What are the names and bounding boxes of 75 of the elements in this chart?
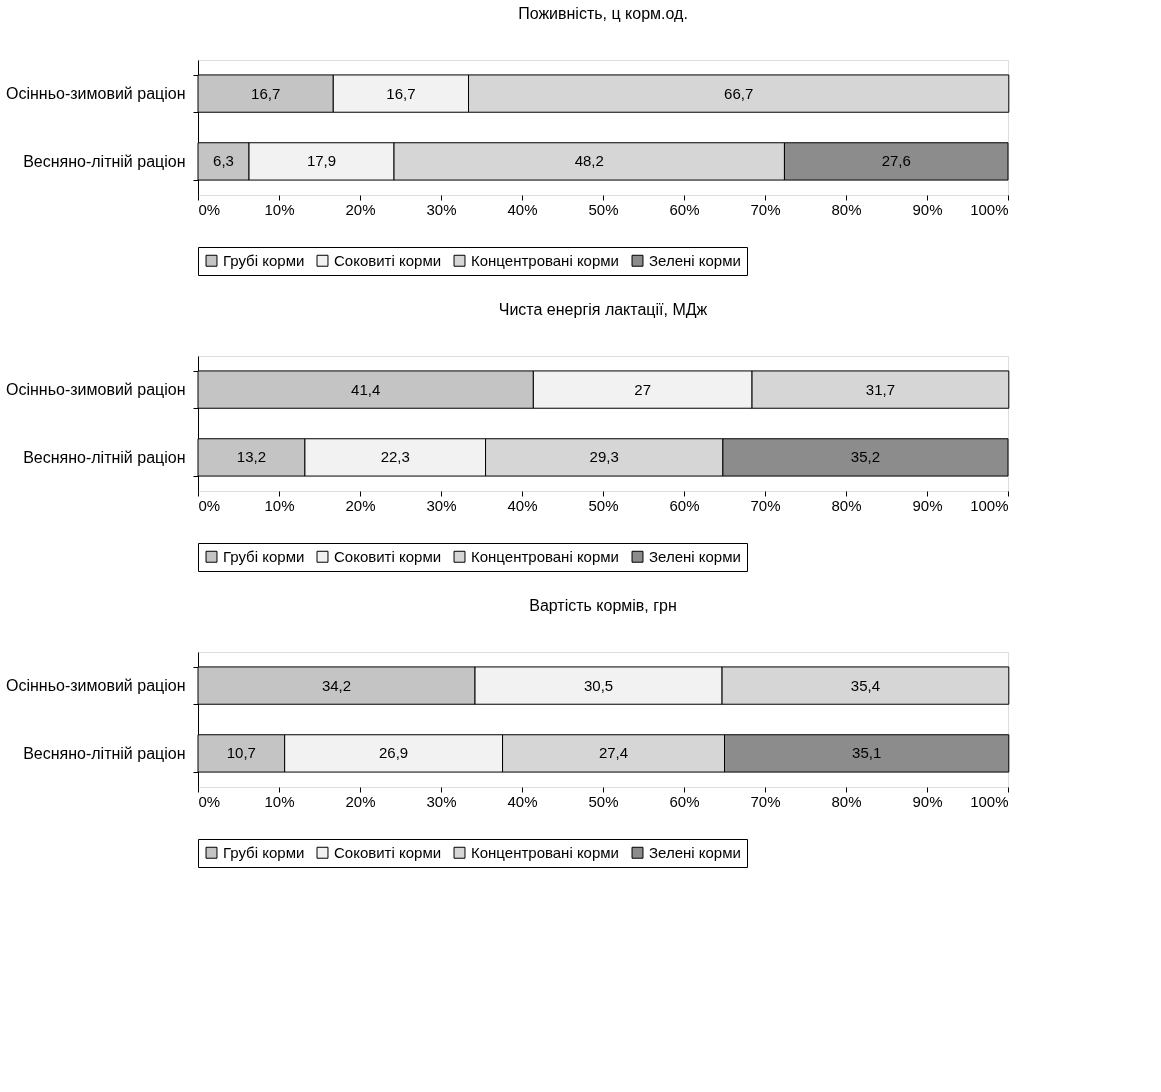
data-label: 22,3 <box>380 448 410 466</box>
data-label: 27,6 <box>881 152 911 170</box>
legend-label: Концентровані корми <box>471 251 620 269</box>
x-tick-label: 30% <box>426 200 457 218</box>
x-tick-label: 10% <box>264 496 295 514</box>
x-tick-label: 40% <box>507 200 538 218</box>
x-tick-label: 20% <box>345 792 376 810</box>
x-tick-label: 10% <box>264 792 295 810</box>
chart-title: Поживність, ц корм.од. <box>518 5 688 22</box>
x-tick-label: 50% <box>588 792 619 810</box>
x-tick-label: 80% <box>831 496 862 514</box>
data-label: 16,7 <box>251 84 281 102</box>
legend-label: Грубі корми <box>223 843 305 861</box>
x-tick-label: 100% <box>970 496 1009 514</box>
legend-label: Концентровані корми <box>471 843 620 861</box>
data-label: 13,2 <box>236 448 267 466</box>
data-label: 35,1 <box>852 744 882 762</box>
x-tick-label: 0% <box>198 792 221 810</box>
data-label: 6,3 <box>213 152 234 170</box>
legend-label: Соковиті корми <box>334 251 442 269</box>
data-label: 27,4 <box>598 744 629 762</box>
data-label: 16,7 <box>386 84 416 102</box>
legend-label: Грубі корми <box>223 547 305 565</box>
x-tick-label: 80% <box>831 792 862 810</box>
x-tick-label: 100% <box>970 200 1009 218</box>
x-tick-label: 50% <box>588 200 619 218</box>
data-label: 35,2 <box>850 448 881 466</box>
x-tick-label: 0% <box>198 496 221 514</box>
x-tick-label: 30% <box>426 496 457 514</box>
x-tick-label: 70% <box>750 496 781 514</box>
x-tick-label: 40% <box>507 792 538 810</box>
legend-label: Грубі корми <box>223 251 305 269</box>
x-tick-label: 90% <box>912 200 943 218</box>
x-tick-label: 0% <box>198 200 221 218</box>
y-tick-label: Весняно-літній раціон <box>23 448 186 466</box>
x-tick-label: 10% <box>264 200 295 218</box>
chart-title: Вартість кормів, грн <box>529 597 677 614</box>
x-tick-label: 60% <box>669 200 700 218</box>
chart-title: Чиста енергія лактації, МДж <box>498 301 708 318</box>
data-label: 31,7 <box>865 380 896 398</box>
y-tick-label: Осінньо-зимовий раціон <box>6 85 186 103</box>
y-tick-label: Осінньо-зимовий раціон <box>6 677 186 695</box>
legend-label: Зелені корми <box>649 843 741 861</box>
x-tick-label: 60% <box>669 792 700 810</box>
data-label: 17,9 <box>306 152 337 170</box>
data-label: 34,2 <box>321 676 352 694</box>
x-tick-label: 30% <box>426 792 457 810</box>
legend-label: Соковиті корми <box>334 547 442 565</box>
x-tick-label: 70% <box>750 792 781 810</box>
legend-label: Концентровані корми <box>471 547 620 565</box>
y-tick-label: Весняно-літній раціон <box>23 744 186 762</box>
y-tick-label: Весняно-літній раціон <box>23 152 186 170</box>
x-tick-label: 20% <box>345 496 376 514</box>
data-label: 41,4 <box>351 380 381 398</box>
data-label: 30,5 <box>583 676 614 694</box>
y-tick-label: Осінньо-зимовий раціон <box>6 381 186 399</box>
x-tick-label: 40% <box>507 496 538 514</box>
x-tick-label: 20% <box>345 200 376 218</box>
legend-label: Зелені корми <box>649 251 741 269</box>
data-label: 66,7 <box>724 84 754 102</box>
legend-label: Зелені корми <box>649 547 741 565</box>
data-label: 26,9 <box>379 744 409 762</box>
x-tick-label: 100% <box>970 792 1009 810</box>
data-label: 48,2 <box>574 152 604 170</box>
x-tick-label: 90% <box>912 792 943 810</box>
x-tick-label: 60% <box>669 496 700 514</box>
x-tick-label: 80% <box>831 200 862 218</box>
data-label: 35,4 <box>850 676 881 694</box>
x-tick-label: 90% <box>912 496 943 514</box>
data-label: 10,7 <box>226 744 256 762</box>
data-label: 27 <box>634 380 652 398</box>
x-tick-label: 70% <box>750 200 781 218</box>
legend-label: Соковиті корми <box>334 843 442 861</box>
x-tick-label: 50% <box>588 496 619 514</box>
data-label: 29,3 <box>589 448 619 466</box>
